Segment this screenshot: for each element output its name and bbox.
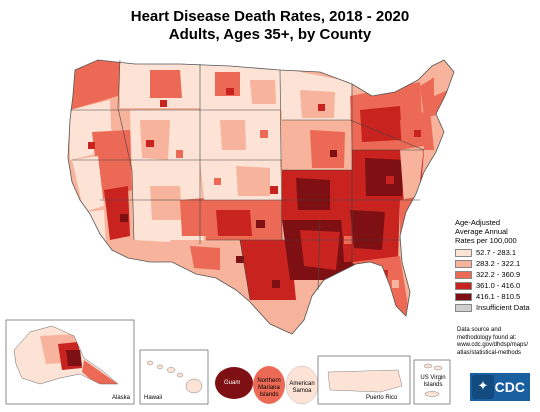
- american-samoa-label: American Samoa: [287, 381, 317, 395]
- guam-marker: [215, 367, 253, 399]
- title-line-1: Heart Disease Death Rates, 2018 - 2020: [130, 8, 410, 25]
- legend-item: 52.7 - 283.1: [455, 247, 537, 258]
- source-line-3[interactable]: www.cdc.gov/dhdsp/maps/: [457, 342, 529, 348]
- nmi-label-line-2: Mariana: [258, 385, 280, 391]
- guam-label: Guam: [224, 380, 241, 386]
- hhs-eagle-icon: ✦: [472, 375, 494, 399]
- samoa-label-line-2: Samoa: [292, 388, 312, 394]
- legend-swatch: [455, 248, 472, 257]
- nmi-label-line-1: Northern: [257, 378, 281, 384]
- legend-item: 283.2 - 322.1: [455, 258, 537, 269]
- legend-item: Insufficient Data: [455, 302, 537, 313]
- legend-swatch: [455, 270, 472, 279]
- state-borders: [70, 59, 425, 301]
- hawaii-islands: [146, 360, 203, 394]
- legend-item: 322.2 - 360.9: [455, 269, 537, 280]
- nmi-label-line-3: Islands: [259, 392, 279, 398]
- legend-heading-line-1: Age-Adjusted: [455, 218, 501, 227]
- usvi-label-line-2: Islands: [423, 382, 443, 388]
- legend-label: 416.1 - 810.5: [476, 292, 521, 301]
- legend-label: 52.7 - 283.1: [476, 248, 517, 257]
- source-line-4[interactable]: atlas/statistical-methods: [457, 349, 522, 356]
- legend-item: 361.0 - 416.0: [455, 280, 537, 291]
- cdc-logo-text: CDC: [494, 379, 525, 395]
- legend-heading-line-2: Average Annual: [455, 227, 508, 236]
- map-title: Heart Disease Death Rates, 2018 - 2020 A…: [0, 8, 540, 44]
- alaska-label: Alaska: [112, 395, 131, 401]
- us-outline: [67, 59, 455, 335]
- legend-heading-line-3: Rates per 100,000: [455, 236, 517, 245]
- hawaii-inset-box: [139, 349, 209, 405]
- data-source-note: Data source and methodology found at: ww…: [457, 327, 539, 357]
- legend-swatch: [455, 303, 472, 312]
- map-legend: Age-Adjusted Average Annual Rates per 10…: [455, 218, 537, 313]
- legend-swatch: [455, 292, 472, 301]
- usvi-label: US Virgin Islands: [416, 375, 450, 389]
- legend-label: 283.2 - 322.1: [476, 259, 521, 268]
- puerto-rico-label: Puerto Rico: [366, 395, 398, 401]
- samoa-label-line-1: American: [289, 381, 315, 387]
- legend-heading: Age-Adjusted Average Annual Rates per 10…: [455, 218, 537, 245]
- legend-label: Insufficient Data: [476, 303, 530, 312]
- title-line-2: Adults, Ages 35+, by County: [168, 26, 372, 43]
- nmi-label: Northern Mariana Islands: [254, 378, 284, 399]
- hawaii-label: Hawaii: [144, 395, 163, 401]
- legend-swatch: [455, 281, 472, 290]
- legend-label: 361.0 - 416.0: [476, 281, 521, 290]
- source-line-2: methodology found at:: [457, 334, 517, 341]
- cdc-logo: ✦ CDC: [470, 373, 530, 401]
- legend-label: 322.2 - 360.9: [476, 270, 521, 279]
- legend-item: 416.1 - 810.5: [455, 291, 537, 302]
- usvi-label-line-1: US Virgin: [420, 375, 446, 381]
- legend-swatch: [455, 259, 472, 268]
- source-line-1: Data source and: [457, 327, 502, 333]
- northern-mariana-islands-marker: [253, 366, 285, 404]
- puerto-rico-map: [327, 369, 403, 393]
- usvi-islands: [423, 363, 443, 397]
